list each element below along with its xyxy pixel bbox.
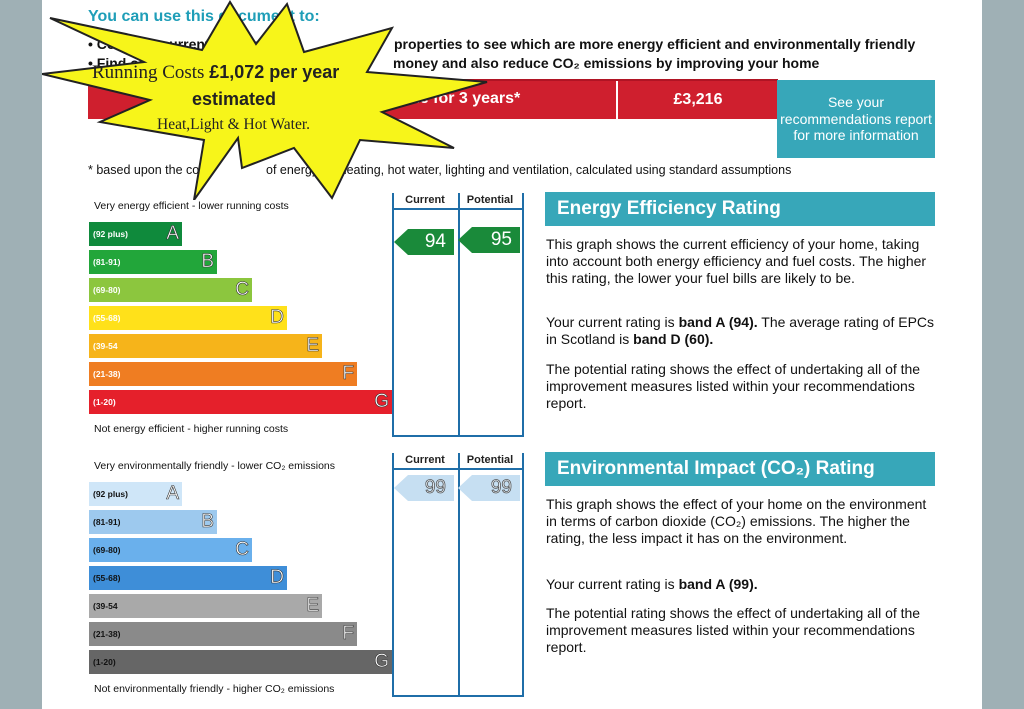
environment-header-divider bbox=[394, 468, 522, 470]
environment-band-letter: D bbox=[270, 567, 284, 589]
energy-band-range: (55-68) bbox=[93, 313, 121, 323]
cost-footnote: * based upon the cost of energy for heat… bbox=[88, 163, 791, 177]
energy-band-c: (69-80) C bbox=[89, 278, 252, 302]
energy-band-range: (21-38) bbox=[93, 369, 121, 379]
environment-band-range: (69-80) bbox=[93, 545, 121, 555]
energy-band-range: (39-54 bbox=[93, 341, 118, 351]
running-costs-starburst: Running Costs £1,072 per year estimated … bbox=[42, 0, 512, 200]
energy-band-letter: F bbox=[342, 363, 354, 385]
energy-potential-column bbox=[456, 193, 524, 437]
environment-potential-header: Potential bbox=[466, 454, 514, 466]
energy-band-range: (81-91) bbox=[93, 257, 121, 267]
energy-band-letter: G bbox=[374, 391, 389, 413]
environment-current-rating-text: Your current rating is band A (99). bbox=[546, 576, 936, 593]
energy-potential-header: Potential bbox=[466, 194, 514, 206]
energy-rating-text-1: Your current rating is bbox=[546, 314, 679, 330]
energy-band-letter: A bbox=[166, 223, 179, 245]
energy-current-header: Current bbox=[405, 194, 445, 206]
energy-description: This graph shows the current efficiency … bbox=[546, 236, 927, 286]
starburst-line-3: Heat,Light & Hot Water. bbox=[157, 116, 311, 133]
energy-band-range: (1-20) bbox=[93, 397, 116, 407]
energy-band-letter: C bbox=[235, 279, 249, 301]
energy-potential-rating-arrow: 95 bbox=[458, 227, 520, 253]
environment-band-letter: F bbox=[342, 623, 354, 645]
starburst-shape bbox=[42, 0, 488, 200]
cost-footnote-start: * based upon the cost bbox=[88, 163, 209, 177]
environment-current-rating-arrow: 99 bbox=[394, 475, 454, 501]
energy-band-letter: B bbox=[201, 251, 214, 273]
environment-band-range: (39-54 bbox=[93, 601, 118, 611]
energy-rating-band: band A (94). bbox=[678, 314, 758, 330]
environment-band-e: (39-54 E bbox=[89, 594, 322, 618]
energy-band-b: (81-91) B bbox=[89, 250, 217, 274]
energy-current-rating-text: Your current rating is band A (94). The … bbox=[546, 314, 936, 348]
energy-band-d: (55-68) D bbox=[89, 306, 287, 330]
environment-band-range: (21-38) bbox=[93, 629, 121, 639]
energy-band-letter: E bbox=[306, 335, 319, 357]
energy-band-e: (39-54 E bbox=[89, 334, 322, 358]
environment-band-d: (55-68) D bbox=[89, 566, 287, 590]
environment-band-b: (81-91) B bbox=[89, 510, 217, 534]
starburst-line-2: estimated bbox=[192, 89, 277, 109]
environment-band-letter: G bbox=[374, 651, 389, 673]
environment-current-column bbox=[392, 453, 460, 697]
energy-band-f: (21-38) F bbox=[89, 362, 357, 386]
energy-header-divider bbox=[394, 208, 522, 210]
environment-band-range: (1-20) bbox=[93, 657, 116, 667]
environment-band-letter: C bbox=[235, 539, 249, 561]
environment-band-range: (92 plus) bbox=[93, 489, 128, 499]
energy-band-a: (92 plus) A bbox=[89, 222, 182, 246]
intro-bullet-compare-end: properties to see which are more energy … bbox=[394, 36, 916, 52]
estimated-cost-value: £3,216 bbox=[616, 81, 778, 119]
intro-heading: You can use this document to: bbox=[88, 8, 320, 25]
energy-bottom-label: Not energy efficient - higher running co… bbox=[94, 423, 289, 435]
environment-top-label: Very environmentally friendly - lower CO… bbox=[94, 460, 335, 472]
energy-current-column bbox=[392, 193, 460, 437]
environment-current-rating-value: 99 bbox=[424, 477, 446, 499]
environment-band-f: (21-38) F bbox=[89, 622, 357, 646]
epc-document-page: You can use this document to: • Compare … bbox=[42, 0, 982, 709]
environment-band-letter: B bbox=[201, 511, 214, 533]
energy-band-range: (92 plus) bbox=[93, 229, 128, 239]
starburst-line-1: Running Costs £1,072 per year bbox=[92, 62, 339, 84]
environment-potential-rating-value: 99 bbox=[490, 477, 512, 499]
environment-band-letter: A bbox=[166, 483, 179, 505]
energy-current-rating-arrow: 94 bbox=[394, 229, 454, 255]
environment-rating-text: Your current rating is bbox=[546, 576, 679, 592]
energy-potential-rating-value: 95 bbox=[490, 229, 512, 250]
energy-potential-text: The potential rating shows the effect of… bbox=[546, 361, 921, 411]
energy-rating-text-2: The average rating of EPCs in Scotland i… bbox=[546, 314, 935, 347]
environment-band-range: (55-68) bbox=[93, 573, 121, 583]
environment-potential-text: The potential rating shows the effect of… bbox=[546, 605, 921, 655]
environment-band-c: (69-80) C bbox=[89, 538, 252, 562]
environment-band-letter: E bbox=[306, 595, 319, 617]
environment-band-range: (81-91) bbox=[93, 517, 121, 527]
environment-band-a: (92 plus) A bbox=[89, 482, 182, 506]
recommendations-report-button[interactable]: See your recommendations report for more… bbox=[777, 80, 935, 158]
environment-potential-rating-arrow: 99 bbox=[458, 475, 520, 501]
environment-rating-band: band A (99). bbox=[678, 576, 758, 592]
energy-efficiency-title: Energy Efficiency Rating bbox=[545, 192, 935, 226]
environment-band-g: (1-20) G bbox=[89, 650, 392, 674]
environment-potential-column bbox=[456, 453, 524, 697]
environment-bottom-label: Not environmentally friendly - higher CO… bbox=[94, 683, 335, 695]
energy-current-rating-value: 94 bbox=[424, 231, 446, 252]
energy-band-range: (69-80) bbox=[93, 285, 121, 295]
energy-band-g: (1-20) G bbox=[89, 390, 392, 414]
energy-band-letter: D bbox=[270, 307, 284, 329]
environmental-impact-title: Environmental Impact (CO₂) Rating bbox=[545, 452, 935, 486]
starburst-running-costs-label: Running Costs bbox=[92, 62, 210, 83]
energy-average-band: band D (60). bbox=[633, 331, 714, 347]
environment-current-header: Current bbox=[405, 454, 445, 466]
environment-description: This graph shows the effect of your home… bbox=[546, 496, 927, 546]
cost-footnote-end: of energy for heating, hot water, lighti… bbox=[266, 163, 792, 177]
energy-top-label: Very energy efficient - lower running co… bbox=[94, 200, 289, 212]
starburst-running-costs-amount: £1,072 per year bbox=[209, 62, 340, 82]
intro-bullet-save-end: money and also reduce CO₂ emissions by i… bbox=[393, 55, 820, 71]
